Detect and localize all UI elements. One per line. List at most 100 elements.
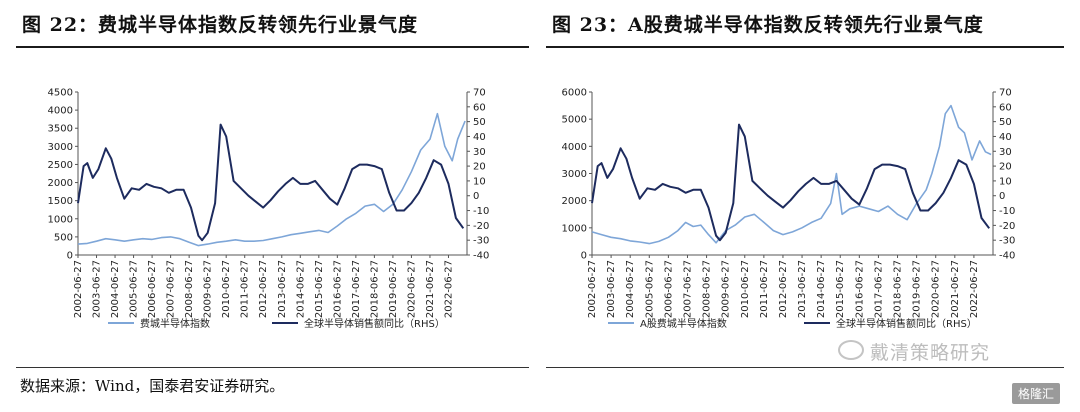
x-tick-label: 2015-06-27 [835,260,846,318]
y-left-tick-label: 500 [54,232,73,243]
figure-23-title: 图 23：A股费城半导体指数反转领先行业景气度 [552,14,984,36]
y-right-tick-label: 60 [473,102,486,113]
x-tick-label: 2019-06-27 [388,260,399,318]
y-right-tick-label: 40 [473,132,486,143]
x-tick-label: 2006-06-27 [147,260,158,318]
x-tick-label: 2002-06-27 [73,260,84,318]
x-tick-label: 2018-06-27 [369,260,380,318]
y-left-tick-label: 2000 [48,178,73,189]
x-tick-label: 2021-06-27 [950,260,961,318]
x-tick-label: 2003-06-27 [606,260,617,318]
x-tick-label: 2007-06-27 [166,260,177,318]
x-tick-label: 2016-06-27 [332,260,343,318]
x-tick-label: 2014-06-27 [816,260,827,318]
y-right-tick-label: 30 [473,147,486,158]
y-right-tick-label: 60 [999,102,1012,113]
x-tick-label: 2008-06-27 [702,260,713,318]
y-right-tick-label: 70 [473,88,486,99]
x-tick-label: 2013-06-27 [797,260,808,318]
y-left-tick-label: 6000 [562,88,587,99]
y-left-tick-label: 2500 [48,160,73,171]
y-left-tick-label: 3000 [48,142,73,153]
y-left-tick-label: 1000 [48,214,73,225]
x-tick-label: 2009-06-27 [203,260,214,318]
x-tick-label: 2004-06-27 [110,260,121,318]
badge-logo: 格隆汇 [1012,383,1061,404]
y-left-tick-label: 0 [581,251,587,262]
x-tick-label: 2002-06-27 [587,260,598,318]
y-left-tick-label: 3000 [562,169,587,180]
x-tick-label: 2017-06-27 [873,260,884,318]
y-right-tick-label: 20 [999,162,1012,173]
x-tick-label: 2010-06-27 [221,260,232,318]
x-tick-label: 2015-06-27 [314,260,325,318]
series-line-index [77,112,466,247]
series-line-index [591,104,992,245]
y-right-tick-label: 50 [999,117,1012,128]
x-tick-label: 2005-06-27 [644,260,655,318]
x-tick-label: 2016-06-27 [854,260,865,318]
y-right-tick-label: 0 [999,191,1005,202]
y-right-tick-label: 0 [473,191,479,202]
x-tick-label: 2020-06-27 [406,260,417,318]
chart-panel-1: 050010001500200025003000350040004500-40-… [48,88,490,331]
y-right-tick-label: 70 [999,88,1012,99]
y-right-tick-label: 40 [999,132,1012,143]
y-right-tick-label: -40 [473,251,489,262]
source-note: 数据来源：Wind，国泰君安证券研究。 [20,377,285,395]
y-right-tick-label: -30 [473,236,489,247]
y-right-tick-label: -40 [999,251,1015,262]
x-tick-label: 2019-06-27 [912,260,923,318]
x-tick-label: 2007-06-27 [682,260,693,318]
y-right-tick-label: 50 [473,117,486,128]
x-tick-label: 2021-06-27 [425,260,436,318]
figure-22-title: 图 22：费城半导体指数反转领先行业景气度 [22,14,419,36]
series-line-sales-yoy [591,123,991,242]
x-tick-label: 2010-06-27 [740,260,751,318]
y-left-tick-label: 2000 [562,196,587,207]
x-tick-label: 2014-06-27 [295,260,306,318]
legend-label: 全球半导体销售额同比（RHS） [304,317,445,330]
x-tick-label: 2003-06-27 [92,260,103,318]
legend-label: 全球半导体销售额同比（RHS） [836,317,977,330]
y-right-tick-label: 10 [473,176,486,187]
x-tick-label: 2009-06-27 [721,260,732,318]
watermark-text: 戴清策略研究 [870,342,991,364]
y-left-tick-label: 4000 [48,106,73,117]
title-rule-left [16,46,529,48]
x-tick-label: 2022-06-27 [443,260,454,318]
x-tick-label: 2011-06-27 [759,260,770,318]
x-tick-label: 2004-06-27 [625,260,636,318]
wechat-icon [838,340,864,360]
legend-label: A股费城半导体指数 [640,317,727,330]
y-right-tick-label: 10 [999,176,1012,187]
x-tick-label: 2006-06-27 [663,260,674,318]
x-tick-label: 2011-06-27 [240,260,251,318]
y-left-tick-label: 4000 [562,142,587,153]
y-right-tick-label: -20 [473,221,489,232]
x-tick-label: 2018-06-27 [893,260,904,318]
y-left-tick-label: 0 [67,251,73,262]
y-left-tick-label: 5000 [562,115,587,126]
y-right-tick-label: -10 [999,206,1015,217]
bottom-rule-right [546,367,1064,368]
x-tick-label: 2012-06-27 [258,260,269,318]
y-left-tick-label: 3500 [48,124,73,135]
series-line-sales-yoy [77,123,465,242]
x-tick-label: 2008-06-27 [184,260,195,318]
y-left-tick-label: 4500 [48,88,73,99]
x-tick-label: 2020-06-27 [931,260,942,318]
x-tick-label: 2013-06-27 [277,260,288,318]
y-right-tick-label: 30 [999,147,1012,158]
legend-label: 费城半导体指数 [140,317,210,330]
title-rule-right [546,46,1064,48]
x-tick-label: 2022-06-27 [969,260,980,318]
y-left-tick-label: 1000 [562,223,587,234]
x-tick-label: 2017-06-27 [351,260,362,318]
x-tick-label: 2005-06-27 [129,260,140,318]
chart-panel-2: 0 1000 2000 3000 4000 5000 6000 -40 -30 -20 -10 0 10… [562,88,1016,331]
bottom-rule-left [16,367,529,368]
x-tick-label: 2012-06-27 [778,260,789,318]
y-left-tick-label: 1500 [48,196,73,207]
